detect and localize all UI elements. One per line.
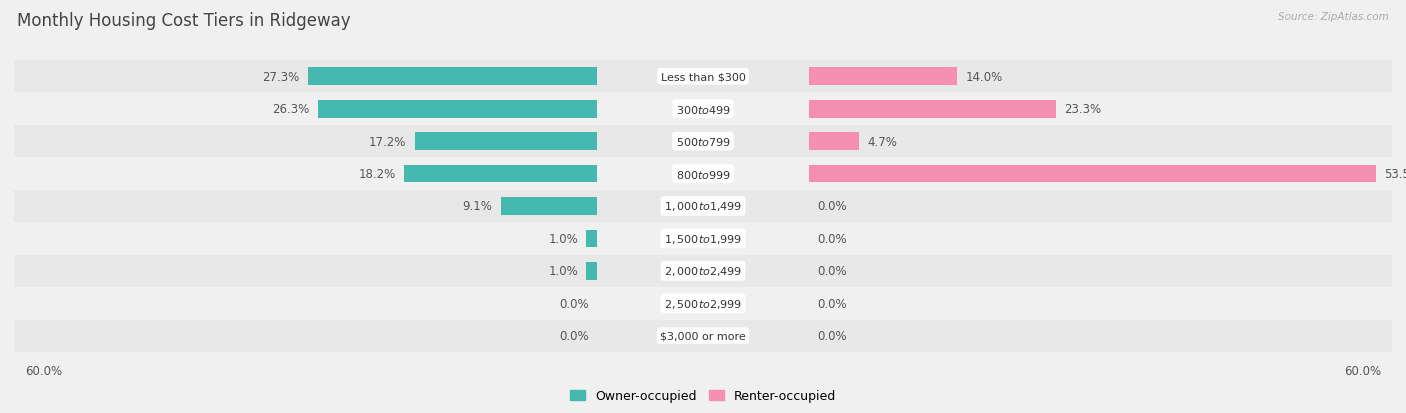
Text: 0.0%: 0.0% [817, 330, 846, 342]
Bar [415, 133, 598, 151]
Text: 4.7%: 4.7% [868, 135, 897, 148]
Text: 9.1%: 9.1% [463, 200, 492, 213]
Text: $1,000 to $1,499: $1,000 to $1,499 [664, 200, 742, 213]
Text: $2,500 to $2,999: $2,500 to $2,999 [664, 297, 742, 310]
Text: 17.2%: 17.2% [368, 135, 406, 148]
Text: $3,000 or more: $3,000 or more [661, 331, 745, 341]
Text: 23.3%: 23.3% [1064, 103, 1101, 116]
Text: 60.0%: 60.0% [1344, 364, 1381, 377]
Text: 14.0%: 14.0% [966, 71, 1002, 83]
Text: 18.2%: 18.2% [359, 168, 395, 180]
Text: 1.0%: 1.0% [548, 265, 578, 278]
Text: 0.0%: 0.0% [817, 233, 846, 245]
Text: Less than $300: Less than $300 [661, 72, 745, 82]
Text: 0.0%: 0.0% [817, 297, 846, 310]
Bar [14, 93, 1392, 126]
Text: 53.5%: 53.5% [1385, 168, 1406, 180]
Text: $300 to $499: $300 to $499 [675, 103, 731, 115]
Bar [501, 197, 598, 216]
Text: 26.3%: 26.3% [273, 103, 309, 116]
Bar [404, 165, 598, 183]
Text: $1,500 to $1,999: $1,500 to $1,999 [664, 233, 742, 245]
Text: 0.0%: 0.0% [560, 330, 589, 342]
Bar [586, 230, 598, 248]
Text: 0.0%: 0.0% [560, 297, 589, 310]
Bar [14, 190, 1392, 223]
Bar [14, 223, 1392, 255]
Bar [808, 68, 957, 86]
Bar [308, 68, 598, 86]
Text: 0.0%: 0.0% [817, 200, 846, 213]
Bar [808, 100, 1056, 118]
Bar [586, 262, 598, 280]
Text: 0.0%: 0.0% [817, 265, 846, 278]
Bar [14, 61, 1392, 93]
Text: $800 to $999: $800 to $999 [675, 168, 731, 180]
Text: Monthly Housing Cost Tiers in Ridgeway: Monthly Housing Cost Tiers in Ridgeway [17, 12, 350, 30]
Bar [808, 133, 859, 151]
Bar [14, 320, 1392, 352]
Bar [14, 287, 1392, 320]
Bar [14, 126, 1392, 158]
Bar [14, 255, 1392, 287]
Text: 1.0%: 1.0% [548, 233, 578, 245]
Legend: Owner-occupied, Renter-occupied: Owner-occupied, Renter-occupied [565, 385, 841, 408]
Bar [808, 165, 1376, 183]
Text: $2,000 to $2,499: $2,000 to $2,499 [664, 265, 742, 278]
Text: $500 to $799: $500 to $799 [675, 136, 731, 148]
Bar [14, 158, 1392, 190]
Text: Source: ZipAtlas.com: Source: ZipAtlas.com [1278, 12, 1389, 22]
Bar [318, 100, 598, 118]
Text: 27.3%: 27.3% [262, 71, 299, 83]
Text: 60.0%: 60.0% [25, 364, 62, 377]
